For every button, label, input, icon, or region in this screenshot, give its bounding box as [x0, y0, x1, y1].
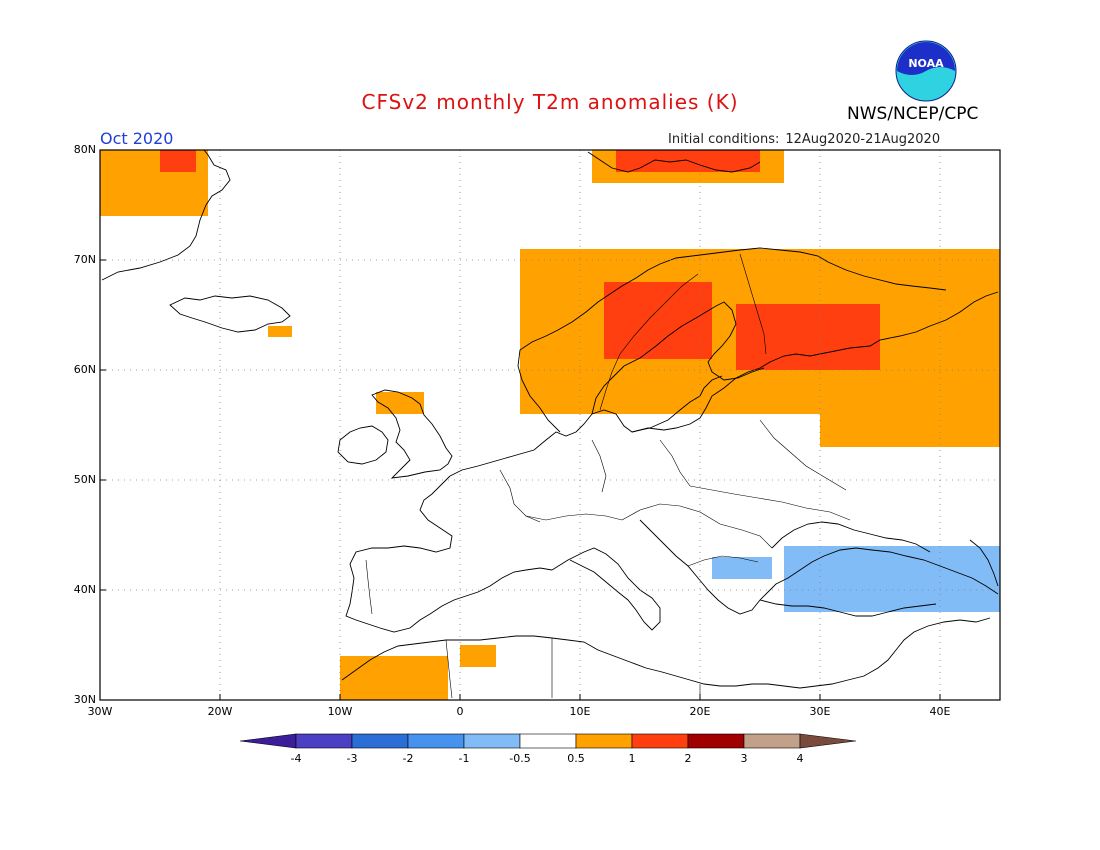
- colorbar-label: -3: [346, 752, 358, 765]
- x-tick-label: 20W: [207, 705, 233, 718]
- forecast-month: Oct 2020: [100, 129, 174, 148]
- turkey-coast: [759, 599, 937, 617]
- anomaly-region-7: [736, 304, 880, 370]
- border-france-spain: [403, 545, 437, 553]
- country-borders: [365, 253, 851, 699]
- colorbar-segment: [743, 733, 801, 749]
- initial-conditions-label: Initial conditions:: [668, 132, 780, 147]
- colorbar-label: -2: [402, 752, 414, 765]
- coastlines: [101, 149, 999, 689]
- colorbar-segment: [463, 733, 521, 749]
- black-sea-coast: [771, 521, 931, 553]
- anomaly-region-8: [268, 326, 292, 337]
- border-ukraine: [689, 485, 851, 521]
- x-tick-label: 30W: [87, 705, 113, 718]
- map-ticks: [99, 149, 941, 701]
- border-germany-poland: [591, 439, 607, 493]
- border-russia: [759, 419, 847, 491]
- colorbar-segment: [407, 733, 465, 749]
- y-tick-label: 50N: [73, 473, 96, 486]
- y-tick-label: 70N: [73, 253, 96, 266]
- western-europe-coast: [345, 475, 553, 633]
- anomaly-region-13: [712, 557, 772, 579]
- chart-title: CFSv2 monthly T2m anomalies (K): [361, 90, 739, 114]
- colorbar-segment: [631, 733, 689, 749]
- border-balkans: [687, 555, 759, 567]
- ireland-coast: [337, 425, 389, 465]
- x-tick-label: 0: [456, 705, 464, 718]
- north-africa-coast: [341, 617, 991, 689]
- border-spain-portugal: [365, 559, 373, 615]
- border-sweden-norway: [599, 273, 699, 411]
- x-tick-label: 40E: [929, 705, 951, 718]
- border-poland-belarus: [659, 439, 691, 487]
- anomaly-region-6: [604, 282, 712, 359]
- map-frame: [99, 149, 1001, 701]
- y-tick-label: 40N: [73, 583, 96, 596]
- colorbar-label: 1: [628, 752, 636, 765]
- map-grid: [100, 150, 1000, 700]
- border-hungary: [621, 503, 701, 521]
- greenland-coast: [101, 149, 231, 281]
- britain-coast: [371, 389, 453, 479]
- colorbar-label: 3: [740, 752, 748, 765]
- organization-label: NWS/NCEP/CPC: [847, 104, 979, 124]
- colorbar-label: 2: [684, 752, 692, 765]
- colorbar-label: 4: [796, 752, 804, 765]
- colorbar-segment: [351, 733, 409, 749]
- border-france-germany: [499, 469, 541, 523]
- initial-conditions: Initial conditions: 12Aug2020-21Aug2020: [668, 132, 940, 147]
- x-tick-label: 10E: [569, 705, 591, 718]
- colorbar-segment: [519, 733, 577, 749]
- border-romania: [699, 511, 773, 549]
- norway-coast: [517, 247, 947, 433]
- colorbar-min-arrow: [239, 733, 297, 749]
- anomaly-region-1: [160, 150, 196, 172]
- sweden-finland-coast: [591, 301, 765, 415]
- colorbar-label: -0.5: [509, 752, 531, 765]
- italy-coast: [551, 547, 661, 631]
- anomaly-region-11: [460, 645, 496, 667]
- y-tick-label: 30N: [73, 693, 96, 706]
- balkans-coast: [639, 519, 999, 615]
- x-tick-label: 20E: [689, 705, 711, 718]
- colorbar-segment: [687, 733, 745, 749]
- x-tick-label: 30E: [809, 705, 831, 718]
- colorbar-max-arrow: [799, 733, 857, 749]
- initial-conditions-range: 12Aug2020-21Aug2020: [785, 132, 941, 147]
- border-finland-russia: [739, 253, 767, 355]
- colorbar-segment: [295, 733, 353, 749]
- y-tick-label: 80N: [73, 143, 96, 156]
- colorbar-segment: [575, 733, 633, 749]
- anomaly-region-10: [340, 656, 448, 700]
- europe-mainland-coast: [449, 291, 999, 477]
- svalbard-coast: [587, 151, 761, 173]
- border-algeria-morocco: [445, 639, 453, 699]
- baltic-coast: [631, 375, 723, 433]
- colorbar-label: -4: [290, 752, 302, 765]
- y-tick-label: 60N: [73, 363, 96, 376]
- noaa-logo: NOAA: [895, 40, 957, 102]
- caspian-coast: [969, 539, 999, 587]
- noaa-logo-text: NOAA: [908, 57, 944, 70]
- colorbar-label: -1: [458, 752, 470, 765]
- border-alps: [525, 513, 623, 521]
- x-tick-label: 10W: [327, 705, 353, 718]
- colorbar-label: 0.5: [567, 752, 585, 765]
- iceland-coast: [169, 295, 291, 333]
